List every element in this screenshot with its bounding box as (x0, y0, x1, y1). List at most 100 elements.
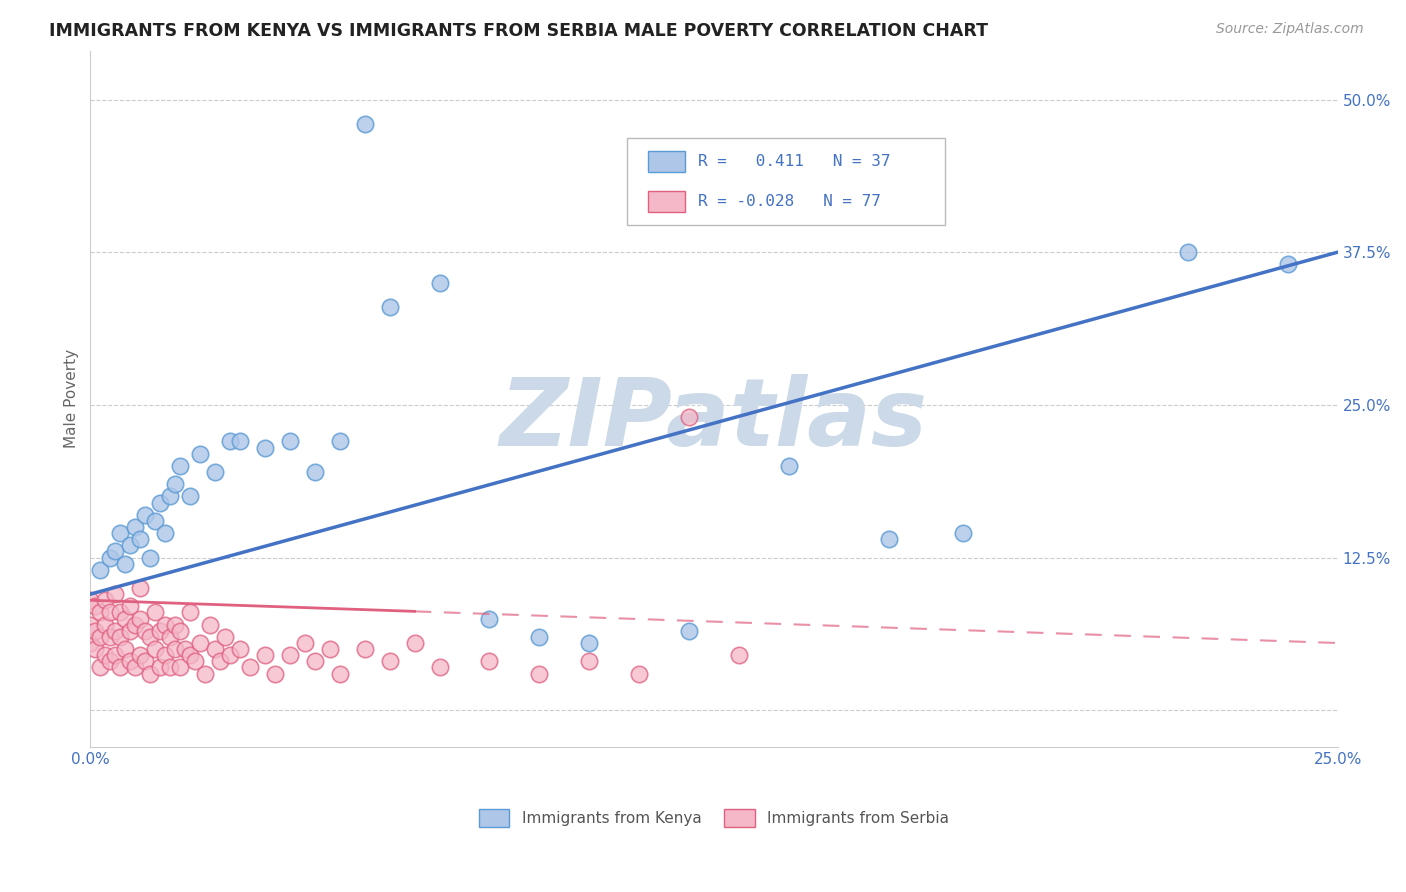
Point (529, 630, 551, 644)
Point (1277, 257, 1299, 271)
Point (578, 654, 600, 668)
Point (134, 508, 156, 522)
Point (294, 636, 316, 650)
Point (89, 630, 111, 644)
Point (404, 636, 426, 650)
Point (143, 606, 166, 620)
Point (278, 434, 301, 449)
Point (429, 660, 451, 674)
Legend: Immigrants from Kenya, Immigrants from Serbia: Immigrants from Kenya, Immigrants from S… (472, 803, 955, 833)
Point (188, 636, 211, 650)
Point (110, 660, 132, 674)
Point (329, 666, 352, 681)
Point (98, 654, 121, 668)
Point (129, 611, 152, 625)
Point (188, 447, 211, 461)
Bar (648, 191, 685, 211)
Text: Source: ZipAtlas.com: Source: ZipAtlas.com (1216, 22, 1364, 37)
Point (104, 624, 127, 638)
Point (214, 630, 236, 644)
Point (253, 441, 276, 455)
Point (149, 624, 172, 638)
Point (728, 648, 751, 663)
Point (678, 624, 700, 638)
Point (229, 642, 252, 657)
Point (110, 630, 132, 644)
Point (209, 654, 232, 668)
Point (165, 642, 187, 657)
Point (110, 526, 132, 541)
Point (134, 654, 156, 668)
Point (124, 660, 146, 674)
Point (129, 581, 152, 595)
Point (179, 606, 201, 620)
Point (84, 599, 107, 614)
Point (120, 624, 142, 638)
Point (129, 532, 152, 546)
Point (429, 276, 451, 290)
Point (139, 550, 162, 565)
Point (149, 495, 172, 509)
Point (114, 642, 136, 657)
Point (98, 630, 121, 644)
Point (165, 617, 187, 632)
Point (89, 606, 111, 620)
Point (79, 617, 101, 632)
Point (120, 599, 142, 614)
Point (104, 587, 127, 601)
Point (1177, 245, 1199, 260)
Point (143, 514, 166, 528)
Point (778, 458, 800, 473)
Point (110, 606, 132, 620)
Point (204, 642, 226, 657)
Point (169, 624, 191, 638)
Point (264, 666, 287, 681)
Point (253, 648, 276, 663)
Point (159, 490, 181, 504)
Point (628, 666, 651, 681)
Point (678, 410, 700, 425)
Point (529, 666, 551, 681)
Point (184, 654, 207, 668)
Point (120, 654, 142, 668)
Point (165, 477, 187, 491)
Point (353, 117, 375, 131)
Point (204, 465, 226, 479)
Point (153, 648, 176, 663)
Text: R =   0.411   N = 37: R = 0.411 N = 37 (697, 153, 890, 169)
Point (120, 538, 142, 552)
Point (179, 490, 201, 504)
Point (84, 624, 107, 638)
Point (159, 630, 181, 644)
Point (114, 557, 136, 571)
Point (952, 526, 974, 541)
Point (179, 648, 201, 663)
Point (378, 654, 401, 668)
Point (98, 606, 121, 620)
FancyBboxPatch shape (627, 137, 945, 225)
Point (153, 526, 176, 541)
Point (98, 550, 121, 565)
Point (143, 642, 166, 657)
Point (329, 434, 352, 449)
Point (169, 458, 191, 473)
Point (278, 648, 301, 663)
Point (378, 300, 401, 314)
Point (94, 593, 117, 607)
Point (149, 660, 172, 674)
Point (194, 666, 217, 681)
Point (219, 434, 242, 449)
Point (139, 666, 162, 681)
Point (353, 642, 375, 657)
Point (304, 654, 326, 668)
Point (89, 660, 111, 674)
Point (319, 642, 342, 657)
Point (239, 660, 262, 674)
Point (578, 636, 600, 650)
Point (134, 624, 156, 638)
Point (877, 532, 900, 546)
Text: R = -0.028   N = 77: R = -0.028 N = 77 (697, 194, 880, 209)
Point (219, 648, 242, 663)
Point (198, 617, 221, 632)
Point (104, 544, 127, 558)
